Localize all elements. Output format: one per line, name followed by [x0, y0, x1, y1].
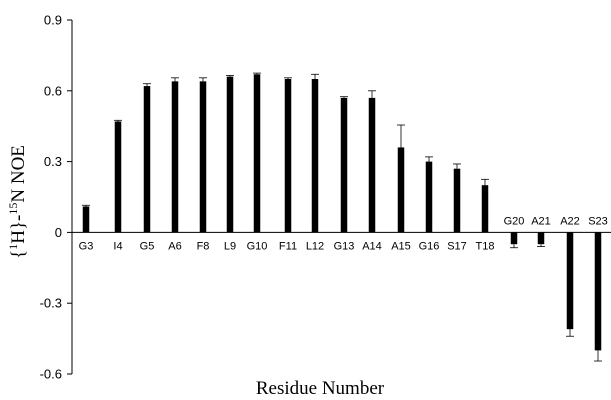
bar-A14: [368, 97, 376, 233]
x-tick-label: G13: [334, 240, 355, 252]
x-tick-label: A21: [531, 215, 551, 227]
bar-G20: [510, 232, 518, 245]
category-labels: G3 I4 G5 A6 F8 L9 G10 F11 L12 G13 A14 A15 G16 S17 T18 G…: [79, 215, 608, 252]
x-tick-label: F11: [279, 240, 297, 252]
bar-S23: [594, 232, 602, 351]
error-bars: [82, 72, 602, 362]
x-tick-label: A15: [391, 240, 411, 252]
x-tick-label: S23: [588, 215, 608, 227]
bar-G5: [143, 86, 151, 233]
y-tick-label: 0.3: [44, 154, 62, 169]
bar-F8: [199, 81, 207, 233]
x-tick-label: G16: [419, 240, 440, 252]
y-axis-title: {1H}-15N NOE: [6, 145, 29, 259]
bar-F11: [284, 79, 292, 233]
x-tick-label: A14: [362, 240, 382, 252]
x-axis-title: Residue Number: [256, 378, 385, 399]
y-tick-label: -0.3: [40, 296, 62, 311]
x-tick-label: F8: [197, 240, 210, 252]
y-tick-labels: -0.6 -0.3 0 0.3 0.6 0.9: [40, 13, 62, 382]
bar-G3: [82, 206, 90, 233]
x-tick-label: G10: [247, 240, 268, 252]
x-tick-label: I4: [113, 240, 122, 252]
x-tick-label: A22: [560, 215, 580, 227]
y-tick-label: 0.6: [44, 83, 62, 98]
x-tick-label: L12: [306, 240, 324, 252]
y-tick-label: 0: [55, 225, 62, 240]
y-tick-label: 0.9: [44, 13, 62, 28]
bar-A15: [397, 147, 405, 233]
x-tick-label: A6: [168, 240, 181, 252]
bar-A22: [566, 232, 574, 330]
bar-G10: [253, 74, 261, 233]
x-tick-label: L9: [224, 240, 236, 252]
x-tick-label: G5: [140, 240, 155, 252]
bar-S17: [453, 168, 461, 233]
bars: [82, 74, 602, 351]
bar-A6: [171, 81, 179, 233]
bar-A21: [537, 232, 545, 245]
bar-G13: [340, 97, 348, 233]
bar-G16: [425, 161, 433, 233]
x-tick-label: G20: [504, 215, 525, 227]
y-tick-label: -0.6: [40, 367, 62, 382]
bar-T18: [481, 185, 489, 233]
x-tick-label: T18: [476, 240, 495, 252]
x-tick-label: G3: [79, 240, 94, 252]
x-tick-label: S17: [447, 240, 467, 252]
bar-L9: [226, 76, 234, 233]
bar-I4: [114, 121, 122, 233]
bar-L12: [311, 79, 319, 233]
